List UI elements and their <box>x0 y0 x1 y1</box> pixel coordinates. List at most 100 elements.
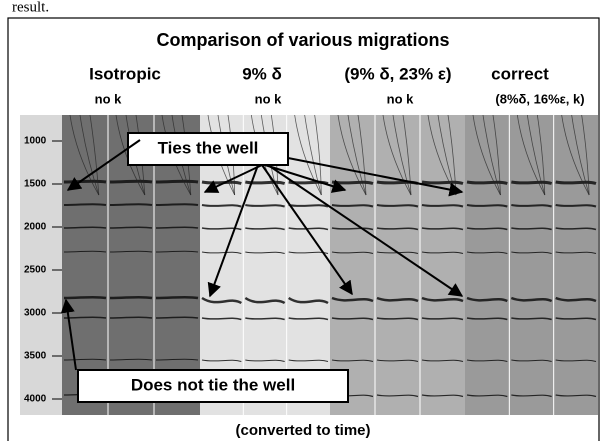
caption-fragment: result. <box>12 0 49 15</box>
footer: (converted to time) <box>235 422 370 439</box>
reflector <box>555 227 597 231</box>
column-sub: no k <box>387 91 414 106</box>
reflector <box>555 204 597 208</box>
reflector <box>466 359 508 362</box>
title: Comparison of various migrations <box>156 30 449 50</box>
reflector <box>555 296 597 303</box>
reflector <box>331 227 374 231</box>
reflector <box>331 359 374 362</box>
reflector <box>109 203 153 206</box>
reflector <box>466 204 508 208</box>
reflector <box>466 227 508 231</box>
reflector <box>510 296 553 303</box>
column-sub: no k <box>255 91 282 106</box>
depth-label: 3000 <box>24 308 47 319</box>
reflector <box>63 179 107 184</box>
reflector <box>376 204 419 208</box>
reflector <box>245 251 285 254</box>
reflector <box>155 316 199 319</box>
reflector <box>109 226 153 229</box>
seismic-panel <box>330 115 465 415</box>
reflector <box>109 179 153 184</box>
arrow <box>264 164 347 193</box>
reflector <box>287 296 329 305</box>
reflector <box>466 180 508 185</box>
reflector <box>63 226 107 229</box>
reflector <box>109 316 153 319</box>
reflector <box>288 359 329 362</box>
diffraction <box>314 114 322 196</box>
callout-text: Ties the well <box>158 138 259 157</box>
reflector <box>109 358 153 361</box>
diffraction <box>492 114 501 196</box>
reflector <box>511 359 552 362</box>
column-sub: no k <box>95 91 122 106</box>
arrow <box>66 139 141 191</box>
reflector <box>109 295 153 300</box>
reflector <box>376 359 419 362</box>
diffraction <box>357 114 367 196</box>
arrow <box>287 157 464 197</box>
reflector <box>511 251 552 254</box>
reflector <box>421 204 464 208</box>
diffraction <box>581 114 590 196</box>
reflector <box>511 394 552 398</box>
reflector <box>376 296 419 303</box>
reflector <box>331 296 374 303</box>
column-sub: (8%δ, 16%ε, k) <box>495 91 584 106</box>
diffraction <box>472 114 501 196</box>
column-label: Isotropic <box>89 64 161 83</box>
arrow <box>267 164 464 297</box>
callout-text: Does not tie the well <box>131 375 295 394</box>
reflector <box>331 204 374 208</box>
diffraction <box>392 114 412 196</box>
reflector <box>555 251 597 254</box>
depth-label: 3500 <box>24 351 47 362</box>
reflector <box>201 251 242 254</box>
column-label: 9% δ <box>242 64 282 83</box>
reflector <box>466 394 508 398</box>
reflector <box>466 317 508 321</box>
reflector <box>109 250 153 253</box>
reflector <box>155 226 199 229</box>
reflector <box>63 316 107 319</box>
depth-label: 2000 <box>24 222 47 233</box>
reflector <box>244 296 286 305</box>
reflector <box>555 359 597 362</box>
reflector <box>421 251 464 254</box>
seismic-panel <box>465 115 598 415</box>
reflector <box>421 180 464 185</box>
reflector <box>155 250 199 253</box>
column-label: correct <box>491 64 549 83</box>
diffraction <box>482 114 501 196</box>
diffraction <box>79 114 100 196</box>
diffraction <box>382 114 412 196</box>
reflector <box>466 251 508 254</box>
reflector <box>245 317 285 321</box>
reflector <box>421 296 464 303</box>
reflector <box>511 180 553 185</box>
reflector <box>376 394 419 398</box>
reflector <box>555 394 597 398</box>
reflector <box>421 227 464 231</box>
reflector <box>201 296 243 305</box>
reflector <box>331 317 374 321</box>
depth-label: 1000 <box>24 136 47 147</box>
diffraction <box>536 114 546 196</box>
diffraction <box>571 114 590 196</box>
reflector <box>421 317 464 321</box>
reflector <box>511 317 552 321</box>
reflector <box>201 204 242 208</box>
reflector <box>421 359 464 362</box>
arrow <box>207 164 259 298</box>
reflector <box>288 204 329 208</box>
reflector <box>555 317 597 321</box>
arrow <box>261 164 353 296</box>
diffraction <box>402 114 412 196</box>
reflector <box>155 179 199 184</box>
reflector <box>421 394 464 398</box>
reflector <box>155 358 199 361</box>
reflector <box>331 251 374 254</box>
diffraction <box>89 114 100 196</box>
reflector <box>555 180 597 185</box>
